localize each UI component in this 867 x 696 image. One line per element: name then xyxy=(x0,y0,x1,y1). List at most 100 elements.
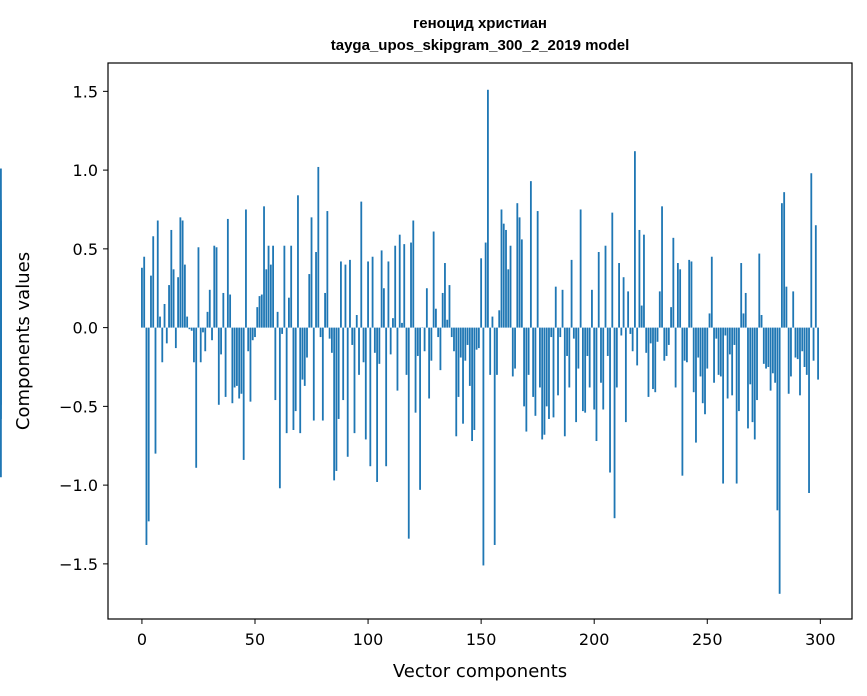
bar xyxy=(211,327,213,341)
bar xyxy=(686,327,688,363)
bar xyxy=(186,316,189,328)
bar xyxy=(229,294,232,328)
y-axis-ticks: −1.5 −1.0 −0.5 0.0 0.5 1.0 1.5 xyxy=(59,82,108,574)
bar xyxy=(378,327,381,364)
bar xyxy=(631,327,634,352)
bar xyxy=(765,327,767,369)
bar xyxy=(751,327,754,423)
bar xyxy=(527,327,530,375)
bar xyxy=(430,327,433,361)
bar xyxy=(794,327,797,358)
bar xyxy=(593,327,596,410)
bar xyxy=(412,220,415,328)
bar xyxy=(310,217,313,328)
bar xyxy=(256,307,259,328)
bar xyxy=(335,327,338,471)
bar xyxy=(457,327,460,397)
y-tick-label: 1.5 xyxy=(73,82,98,101)
bar xyxy=(654,327,657,393)
bar xyxy=(251,327,254,341)
bar xyxy=(731,327,734,396)
bar xyxy=(215,247,218,328)
bar xyxy=(645,327,648,353)
bar xyxy=(595,327,598,442)
bar xyxy=(222,292,225,328)
bar xyxy=(767,327,770,367)
bar xyxy=(163,303,166,328)
bar xyxy=(177,277,180,328)
y-tick-label: 0.5 xyxy=(73,240,98,259)
bar xyxy=(717,327,720,375)
bar xyxy=(801,327,804,352)
bar xyxy=(349,259,351,328)
bar xyxy=(360,201,363,328)
bar xyxy=(367,261,369,328)
bar xyxy=(808,327,810,493)
bar xyxy=(455,327,458,437)
bar xyxy=(498,310,501,328)
bar xyxy=(733,327,736,345)
bar xyxy=(509,245,512,328)
bar xyxy=(321,327,324,421)
bar xyxy=(518,217,521,328)
bar xyxy=(756,327,758,401)
bar xyxy=(516,203,519,328)
bar xyxy=(236,327,238,386)
bar xyxy=(446,319,449,328)
bar xyxy=(760,315,763,328)
bar xyxy=(697,327,700,358)
x-tick-label: 100 xyxy=(353,630,384,649)
plot-area-frame xyxy=(107,62,853,620)
bar xyxy=(369,327,372,467)
bar xyxy=(674,327,677,388)
bar xyxy=(306,327,308,358)
bar xyxy=(785,286,788,328)
bar xyxy=(337,327,340,419)
bar xyxy=(520,239,523,328)
bar xyxy=(403,244,406,328)
bar xyxy=(439,327,442,371)
bar xyxy=(317,166,320,328)
bar xyxy=(213,245,216,328)
bar xyxy=(303,327,306,386)
bar xyxy=(681,327,684,476)
bar xyxy=(238,327,241,399)
bar xyxy=(468,327,471,386)
bar xyxy=(622,277,625,328)
bar xyxy=(297,195,299,328)
bar xyxy=(769,327,772,391)
x-axis-ticks: 0 50 100 150 200 250 300 xyxy=(137,619,836,649)
x-tick-label: 50 xyxy=(245,630,265,649)
x-tick-label: 0 xyxy=(137,630,147,649)
y-tick-label: −1.5 xyxy=(59,555,98,574)
bar xyxy=(532,327,535,397)
bar xyxy=(150,275,152,328)
bar xyxy=(627,291,630,328)
bar xyxy=(575,327,578,423)
bar xyxy=(541,327,544,440)
bar xyxy=(353,327,356,434)
bar xyxy=(744,292,747,328)
bar xyxy=(364,327,367,440)
bar xyxy=(665,327,668,356)
bar xyxy=(742,313,745,328)
bar xyxy=(315,252,317,328)
bar xyxy=(389,327,392,355)
bar xyxy=(552,327,555,418)
bar xyxy=(652,327,654,390)
bar xyxy=(704,327,706,415)
bar xyxy=(753,327,756,440)
bar xyxy=(385,327,388,467)
bar xyxy=(735,327,738,484)
bar xyxy=(536,211,539,328)
bar xyxy=(208,289,211,328)
bar xyxy=(572,327,575,339)
bar xyxy=(799,327,801,396)
bar xyxy=(444,263,446,328)
bar xyxy=(299,327,302,434)
bar xyxy=(814,225,817,328)
bar xyxy=(414,327,417,413)
bar xyxy=(263,206,265,328)
bar xyxy=(563,327,566,437)
